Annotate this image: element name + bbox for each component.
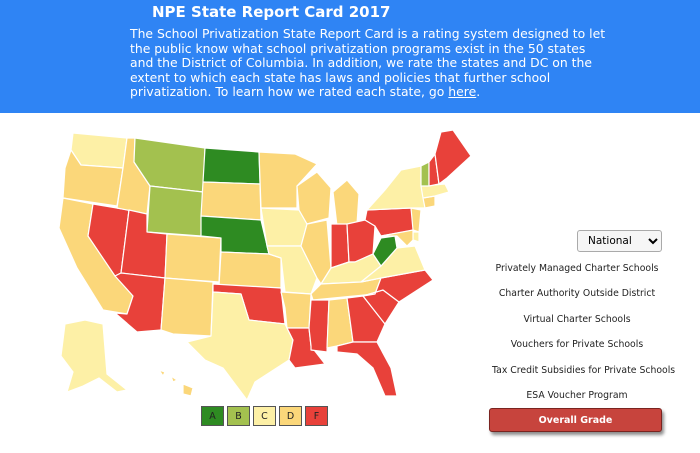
scope-select-wrapper: National [577,230,662,252]
menu-vouchers[interactable]: Vouchers for Private Schools [510,339,644,351]
state-SD[interactable] [200,181,262,221]
menu-virtual-charter[interactable]: Virtual Charter Schools [523,313,631,325]
state-NY[interactable] [366,165,426,211]
overall-grade-button[interactable]: Overall Grade [489,408,662,432]
state-IA[interactable] [260,207,308,247]
state-IN[interactable] [330,223,350,269]
intro-text: The School Privatization State Report Ca… [130,26,610,100]
page-title: NPE State Report Card 2017 [152,3,391,21]
state-KS[interactable] [218,251,282,289]
state-ND[interactable] [202,147,261,185]
state-MD[interactable] [380,229,414,247]
state-ME[interactable] [434,129,472,185]
state-AK[interactable] [60,319,128,393]
state-WI[interactable] [296,171,332,225]
learn-more-link[interactable]: here [448,84,477,100]
state-MA[interactable] [420,183,450,199]
state-TX[interactable] [186,291,294,400]
intro-description: The School Privatization State Report Ca… [130,26,606,100]
state-VT[interactable] [420,161,430,187]
menu-charter-schools[interactable]: Privately Managed Charter Schools [495,263,659,274]
legend-grade-b: B [227,406,250,426]
grade-legend: A B C D F [201,406,328,428]
legend-grade-a: A [201,406,224,426]
legend-grade-c: C [253,406,276,426]
us-grade-map [58,129,472,400]
category-menu: Privately Managed Charter Schools Charte… [492,256,676,408]
state-GA[interactable] [346,295,386,343]
intro-banner: NPE State Report Card 2017 The School Pr… [0,0,700,113]
state-MS[interactable] [308,299,330,353]
state-WV[interactable] [372,235,398,267]
state-AR[interactable] [280,291,312,329]
state-DE[interactable] [412,231,420,243]
legend-grade-f: F [305,406,328,426]
intro-period: . [476,84,481,100]
legend-grade-d: D [279,406,302,426]
state-CO[interactable] [164,233,222,283]
state-NM[interactable] [160,277,214,337]
state-FL[interactable] [336,341,398,397]
menu-charter-authority[interactable]: Charter Authority Outside District [498,288,656,300]
state-MI[interactable] [332,179,360,227]
state-HI[interactable] [158,369,194,397]
menu-tax-credit[interactable]: Tax Credit Subsidies for Private Schools [492,364,676,376]
state-WY[interactable] [146,185,204,237]
menu-esa-voucher[interactable]: ESA Voucher Program [526,389,628,401]
scope-select[interactable]: National [577,230,662,252]
state-NJ[interactable] [410,207,422,233]
